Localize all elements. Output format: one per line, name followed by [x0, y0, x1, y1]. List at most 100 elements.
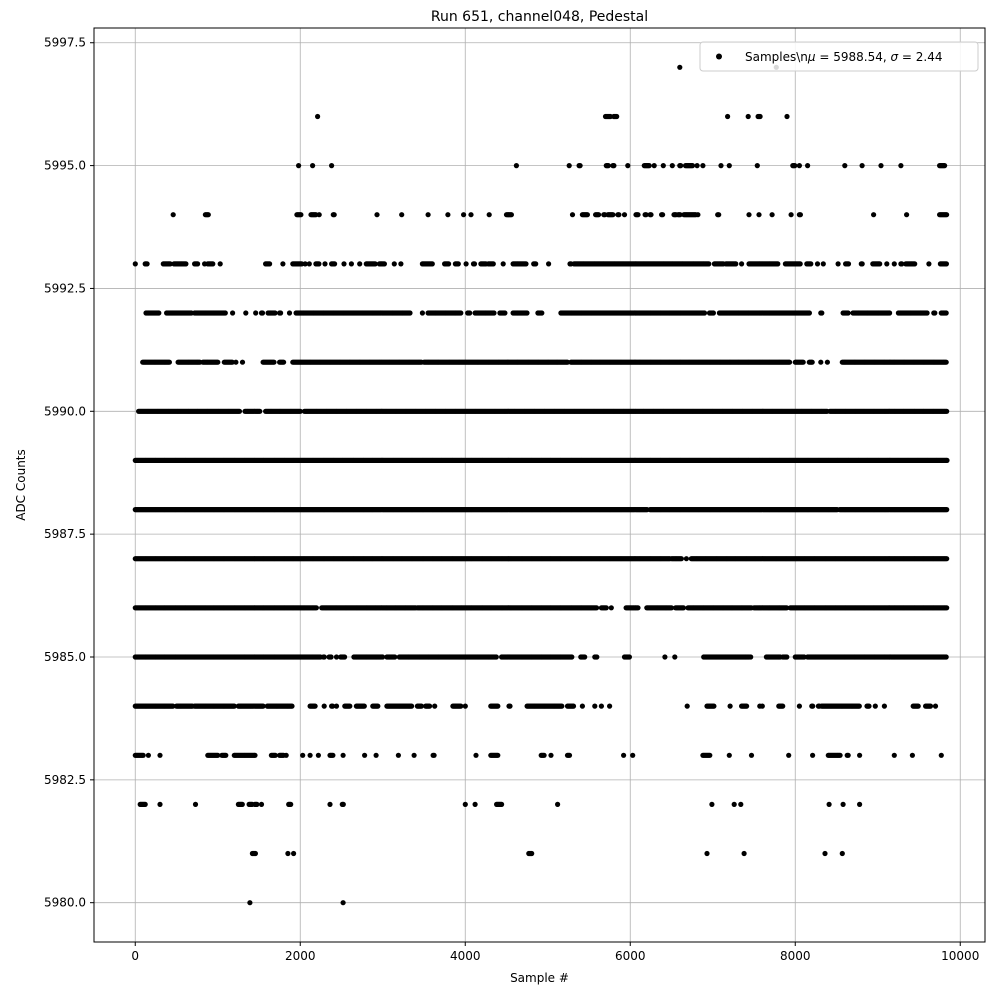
data-point	[142, 801, 148, 808]
data-point	[258, 801, 265, 808]
data-point	[458, 703, 464, 709]
data-point	[678, 556, 685, 562]
data-point	[594, 654, 600, 660]
data-point	[607, 703, 613, 709]
data-point	[738, 801, 744, 808]
data-point	[684, 703, 690, 709]
data-point	[603, 605, 609, 611]
data-point	[944, 507, 950, 513]
data-point	[857, 752, 863, 758]
data-point	[427, 703, 433, 709]
data-point	[254, 801, 260, 808]
data-point	[711, 703, 717, 709]
data-point	[342, 654, 348, 660]
data-point	[594, 605, 600, 611]
data-point	[635, 605, 641, 611]
data-point	[473, 752, 479, 758]
data-point	[569, 654, 575, 660]
data-points	[132, 64, 950, 906]
data-point	[333, 703, 340, 709]
data-point	[943, 654, 949, 660]
data-point	[362, 752, 368, 758]
data-point	[307, 752, 313, 758]
data-point	[570, 703, 577, 709]
data-point	[499, 801, 505, 808]
data-point	[944, 605, 950, 611]
data-point	[810, 752, 816, 758]
data-point	[680, 605, 687, 611]
data-point	[566, 752, 573, 758]
grid-lines	[94, 28, 985, 942]
data-point	[462, 703, 468, 709]
data-point	[140, 752, 146, 758]
data-point	[727, 703, 733, 709]
data-point	[231, 703, 237, 709]
data-point	[845, 752, 851, 758]
data-point	[252, 752, 258, 758]
data-point	[662, 654, 668, 660]
data-point	[927, 703, 934, 709]
data-point	[257, 408, 263, 414]
data-point	[330, 703, 336, 709]
data-point	[340, 801, 346, 808]
data-point	[559, 703, 565, 709]
data-point	[608, 605, 614, 611]
data-point	[260, 703, 266, 709]
data-point	[579, 703, 586, 709]
data-point	[872, 703, 878, 709]
data-point	[330, 752, 336, 758]
data-point	[881, 703, 888, 709]
data-point	[626, 654, 633, 660]
data-point	[283, 752, 289, 758]
data-point	[822, 850, 828, 857]
data-point	[327, 801, 333, 808]
data-point	[731, 801, 737, 808]
data-point	[748, 654, 754, 660]
data-point	[272, 752, 278, 758]
data-point	[598, 703, 605, 709]
data-point	[392, 654, 398, 660]
data-point	[555, 801, 561, 808]
data-point	[192, 801, 199, 808]
data-point	[289, 703, 295, 709]
data-point	[395, 752, 401, 758]
data-point	[291, 850, 297, 857]
data-point	[373, 752, 379, 758]
data-point	[726, 752, 732, 758]
data-point	[223, 752, 229, 758]
data-point	[472, 801, 478, 808]
data-point	[780, 703, 786, 709]
data-point	[432, 703, 438, 709]
data-point	[312, 703, 318, 709]
data-point	[285, 850, 291, 857]
data-point	[741, 850, 747, 857]
data-point	[683, 556, 690, 562]
data-point	[707, 752, 713, 758]
data-point	[548, 752, 554, 758]
data-point	[837, 752, 843, 758]
data-point	[239, 801, 245, 808]
data-point	[704, 850, 710, 857]
data-point	[839, 850, 845, 857]
data-point	[944, 556, 950, 562]
data-point	[157, 801, 163, 808]
data-point	[810, 703, 816, 709]
data-point	[333, 654, 340, 660]
data-point	[411, 752, 417, 758]
data-point	[495, 703, 501, 709]
data-point	[672, 654, 678, 660]
data-point	[236, 408, 243, 414]
data-point	[784, 654, 790, 660]
data-point	[375, 703, 381, 709]
data-point	[495, 752, 501, 758]
data-point	[252, 850, 258, 857]
data-point	[582, 654, 588, 660]
data-point	[313, 605, 319, 611]
data-point	[529, 850, 535, 857]
data-point	[170, 703, 176, 709]
data-point	[621, 752, 627, 758]
data-point	[215, 752, 221, 758]
data-point	[418, 703, 424, 709]
data-point	[340, 900, 346, 906]
